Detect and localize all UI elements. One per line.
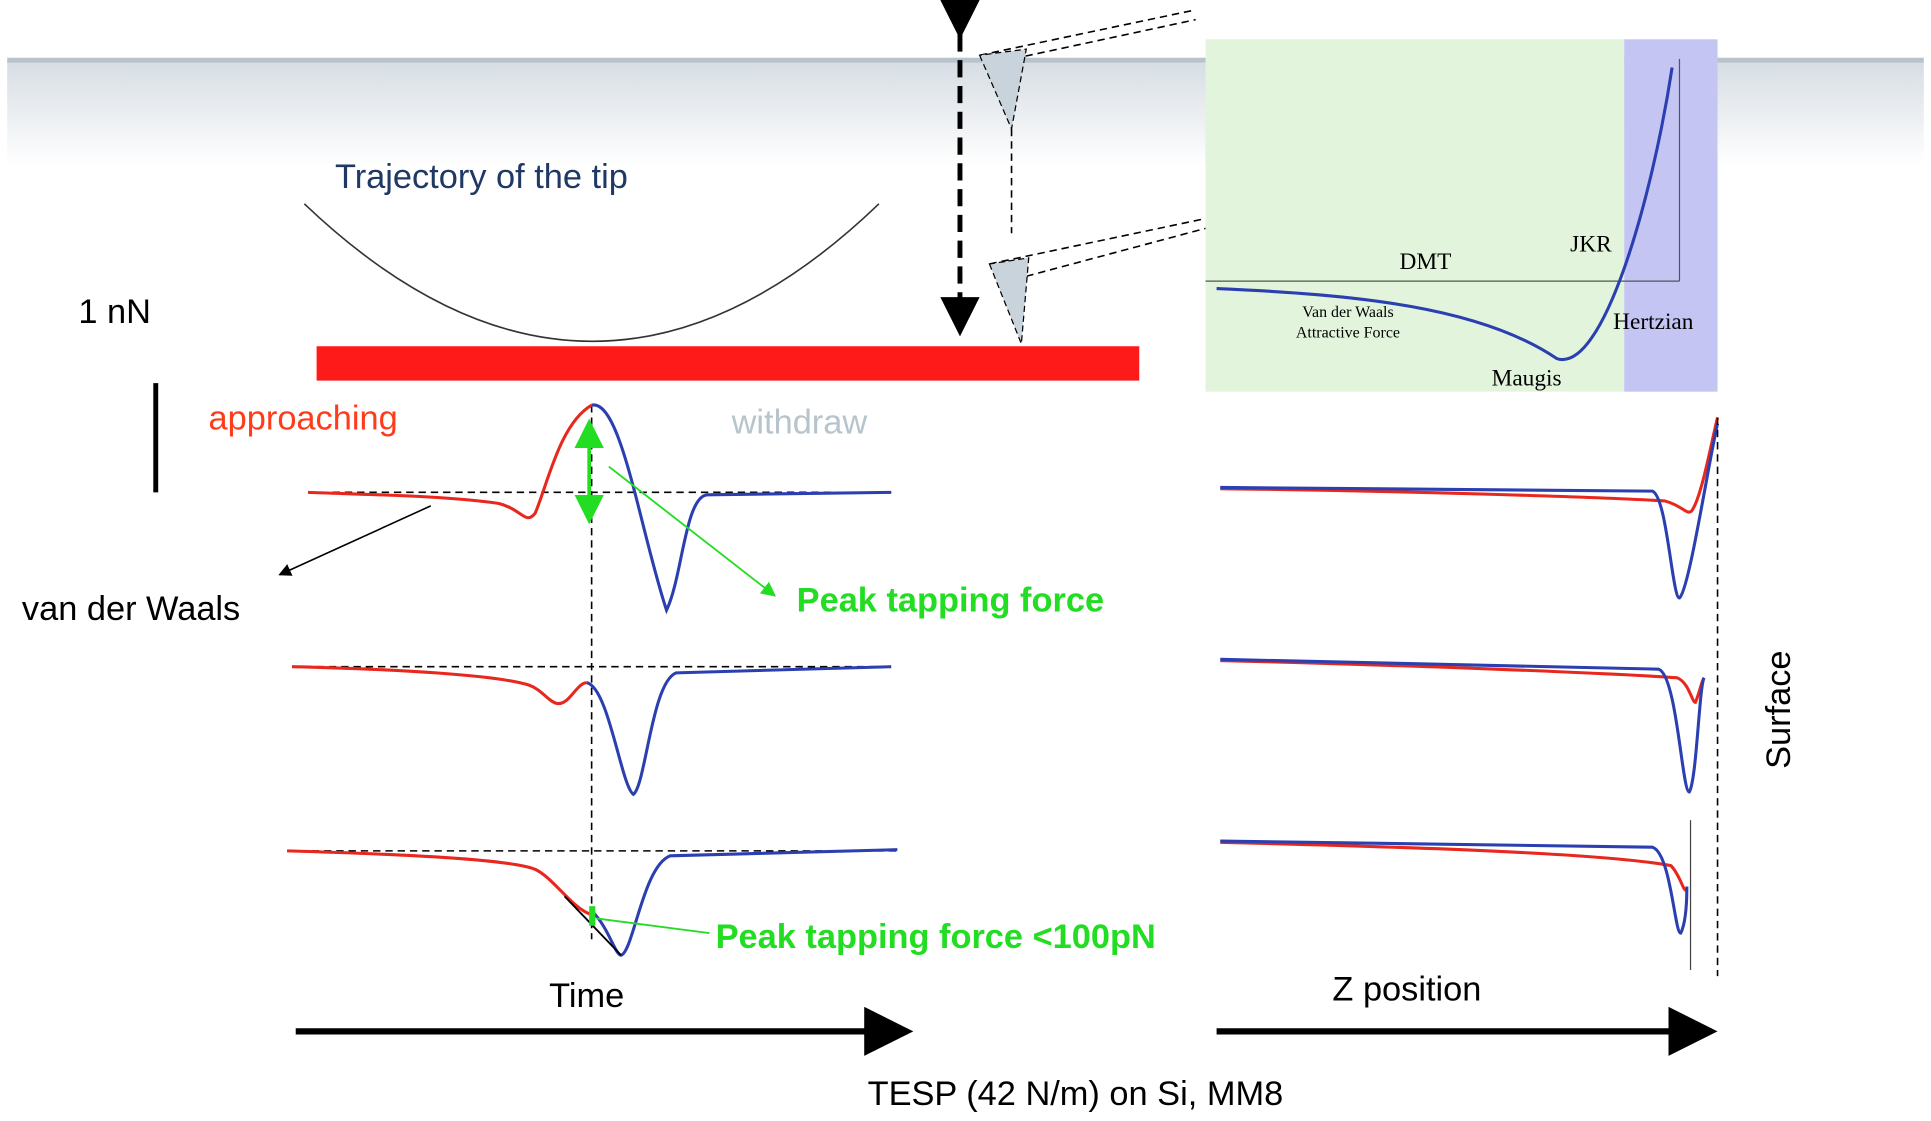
slope-line — [563, 895, 622, 956]
surface-label: Surface — [1760, 650, 1798, 768]
sample-surface — [316, 346, 1140, 381]
caption: TESP (42 N/m) on Si, MM8 — [868, 1075, 1284, 1113]
inset-vdw-2: Attractive Force — [1296, 325, 1400, 342]
inset-dmt: DMT — [1400, 249, 1452, 275]
pointer — [596, 917, 710, 935]
approach-curve — [1220, 417, 1720, 514]
vdw-pointer — [278, 505, 432, 576]
withdraw-label: withdraw — [731, 403, 868, 441]
approach-curve — [1220, 840, 1687, 892]
cantilever-bottom — [989, 217, 1206, 278]
inset-hertz-bg — [1624, 39, 1718, 392]
tip-top — [978, 48, 1028, 132]
inset-bg — [1205, 39, 1625, 392]
peak-force-small — [589, 906, 596, 926]
inset-maugis: Maugis — [1492, 366, 1562, 392]
approach-curve — [307, 403, 593, 520]
inset-hertzian: Hertzian — [1613, 309, 1694, 335]
withdraw-curve — [590, 848, 898, 957]
trajectory-label: Trajectory of the tip — [335, 158, 628, 196]
withdraw-curve — [1220, 839, 1689, 935]
tip-trajectory — [303, 203, 880, 342]
approach-curve — [287, 849, 593, 917]
approach-curve — [292, 665, 587, 706]
pointer — [608, 465, 777, 597]
withdraw-curve — [1220, 423, 1720, 600]
inset-vdw: Van der Waals — [1302, 304, 1393, 321]
approaching-label: approaching — [209, 400, 398, 438]
approach-curve — [1220, 659, 1706, 704]
scale-bar-label: 1 nN — [78, 293, 151, 331]
peak-force-label: Peak tapping force — [797, 581, 1104, 619]
withdraw-curve — [586, 665, 892, 797]
cantilever-top — [979, 9, 1196, 65]
inset-force-curve — [1216, 67, 1674, 362]
withdraw-curve — [1220, 657, 1706, 794]
withdraw-curve — [591, 403, 892, 615]
time-axis-label: Time — [549, 977, 624, 1015]
z-axis-label: Z position — [1332, 971, 1481, 1009]
vdw-label: van der Waals — [22, 590, 240, 628]
tip-bottom — [988, 257, 1030, 345]
peak-force-low-label: Peak tapping force <100pN — [716, 918, 1156, 956]
inset-jkr: JKR — [1570, 232, 1612, 258]
